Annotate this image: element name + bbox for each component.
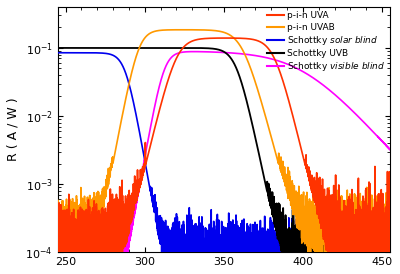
Y-axis label: R ( A / W ): R ( A / W ) xyxy=(7,98,20,161)
Legend: p-i-n UVA, p-i-n UVAB, Schottky $\mathit{solar\ blind}$, Schottky UVB, Schottky : p-i-n UVA, p-i-n UVAB, Schottky $\mathit… xyxy=(264,8,389,77)
